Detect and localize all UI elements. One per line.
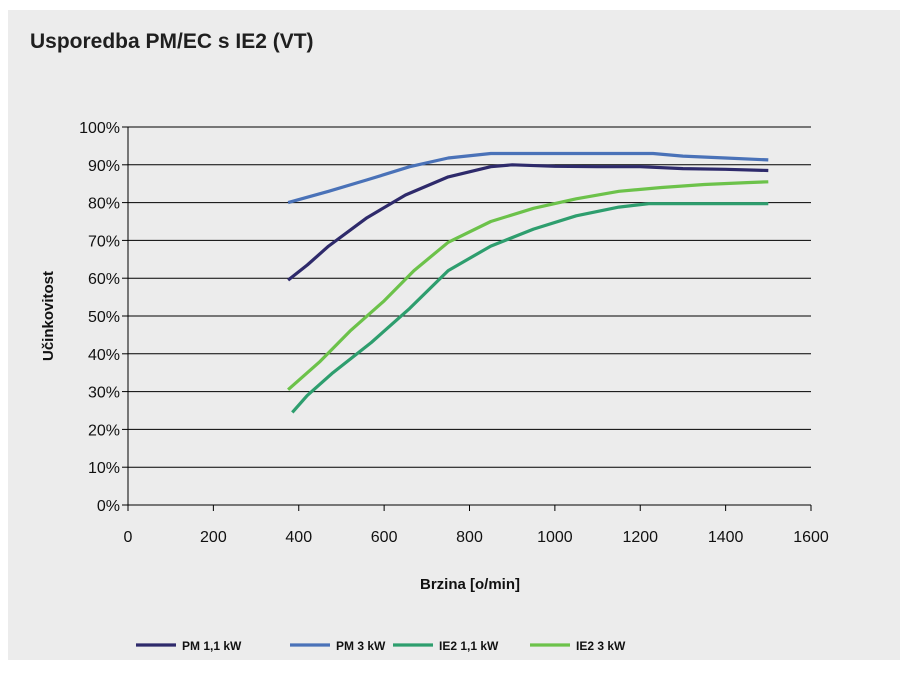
legend-label-1: PM 1,1 kW bbox=[182, 639, 242, 653]
gridlines bbox=[128, 126, 811, 468]
x-tick-label: 1200 bbox=[622, 529, 658, 546]
y-tick-label: 100% bbox=[79, 120, 120, 137]
chart-title: Usporedba PM/EC s IE2 (VT) bbox=[30, 30, 314, 53]
axes bbox=[122, 126, 812, 511]
legend-label-3: IE2 1,1 kW bbox=[439, 639, 499, 653]
x-tick-label: 200 bbox=[200, 529, 227, 546]
x-tick-label: 400 bbox=[285, 529, 312, 546]
y-tick-label: 20% bbox=[88, 422, 120, 439]
x-tick-label: 600 bbox=[371, 529, 398, 546]
x-tick-label: 1400 bbox=[708, 529, 744, 546]
y-tick-label: 0% bbox=[97, 498, 120, 515]
series-lines bbox=[287, 151, 769, 414]
y-tick-label: 60% bbox=[88, 271, 120, 288]
series-line-1 bbox=[287, 163, 769, 282]
y-tick-label: 40% bbox=[88, 347, 120, 364]
y-axis-label: Učinkovitost bbox=[40, 271, 57, 361]
series-line-2 bbox=[287, 151, 769, 205]
y-tick-label: 30% bbox=[88, 385, 120, 402]
x-tick-label: 1600 bbox=[793, 529, 829, 546]
y-tick-label: 50% bbox=[88, 309, 120, 326]
series-line-4 bbox=[287, 180, 769, 391]
legend: PM 1,1 kW PM 3 kW IE2 1,1 kW IE2 3 kW bbox=[136, 639, 626, 653]
y-tick-label: 80% bbox=[88, 196, 120, 213]
legend-label-2: PM 3 kW bbox=[336, 639, 386, 653]
x-tick-label: 0 bbox=[124, 529, 133, 546]
legend-label-4: IE2 3 kW bbox=[576, 639, 626, 653]
x-tick-label: 1000 bbox=[537, 529, 573, 546]
x-tick-label: 800 bbox=[456, 529, 483, 546]
y-tick-label: 90% bbox=[88, 158, 120, 175]
y-tick-label: 10% bbox=[88, 460, 120, 477]
tick-labels: 0% 10% 20% 30% 40% 50% 60% 70% 80% 90% 100% 0 200 400… bbox=[79, 120, 829, 546]
series-line-3 bbox=[291, 202, 769, 414]
y-tick-label: 70% bbox=[88, 233, 120, 250]
chart-panel bbox=[8, 10, 900, 660]
x-axis-label: Brzina [o/min] bbox=[420, 576, 520, 593]
